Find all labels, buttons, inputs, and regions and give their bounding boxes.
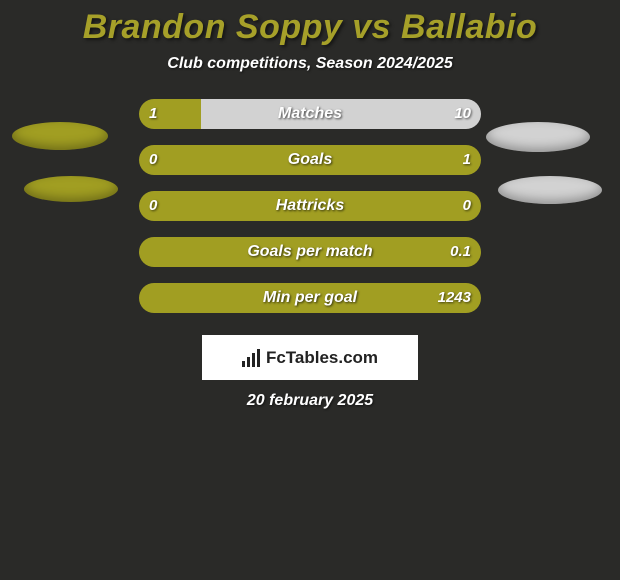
bar-track (139, 191, 481, 221)
stat-row: Goals per match0.1 (0, 237, 620, 283)
fctables-logo: FcTables.com (202, 335, 418, 380)
bar-track (139, 283, 481, 313)
stat-value-right: 0.1 (450, 237, 471, 267)
bar-right (201, 99, 481, 129)
subtitle: Club competitions, Season 2024/2025 (0, 55, 620, 73)
stat-value-right: 0 (463, 191, 471, 221)
date-label: 20 february 2025 (0, 392, 620, 410)
bar-track (139, 237, 481, 267)
stat-value-right: 10 (454, 99, 471, 129)
left-player-ellipse (12, 122, 108, 150)
stat-value-right: 1243 (438, 283, 471, 313)
right-player-ellipse (498, 176, 602, 204)
logo-text: FcTables.com (266, 348, 378, 368)
bar-left (139, 191, 481, 221)
bar-left (139, 145, 310, 175)
bar-right (139, 283, 481, 313)
left-player-ellipse (24, 176, 118, 202)
stat-value-left: 0 (149, 191, 157, 221)
page-title: Brandon Soppy vs Ballabio (0, 0, 620, 49)
bar-track (139, 145, 481, 175)
stat-value-right: 1 (463, 145, 471, 175)
bar-right (139, 237, 481, 267)
stat-row: Min per goal1243 (0, 283, 620, 329)
bar-right (310, 145, 481, 175)
bar-track (139, 99, 481, 129)
stat-value-left: 1 (149, 99, 157, 129)
stat-value-left: 0 (149, 145, 157, 175)
right-player-ellipse (486, 122, 590, 152)
logo-bars-icon (242, 349, 260, 367)
